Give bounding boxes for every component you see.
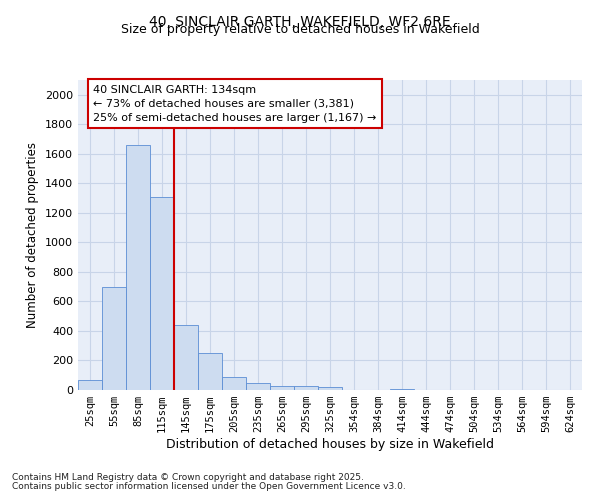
Text: 40, SINCLAIR GARTH, WAKEFIELD, WF2 6RE: 40, SINCLAIR GARTH, WAKEFIELD, WF2 6RE xyxy=(149,15,451,29)
Y-axis label: Number of detached properties: Number of detached properties xyxy=(26,142,40,328)
Text: Contains public sector information licensed under the Open Government Licence v3: Contains public sector information licen… xyxy=(12,482,406,491)
Bar xyxy=(294,386,318,390)
Bar xyxy=(246,382,270,390)
Bar xyxy=(174,325,198,390)
Bar xyxy=(222,376,246,390)
Bar xyxy=(318,387,342,390)
Text: Size of property relative to detached houses in Wakefield: Size of property relative to detached ho… xyxy=(121,22,479,36)
Bar xyxy=(102,286,126,390)
Bar xyxy=(78,380,102,390)
Bar xyxy=(198,353,222,390)
Text: Contains HM Land Registry data © Crown copyright and database right 2025.: Contains HM Land Registry data © Crown c… xyxy=(12,474,364,482)
Bar xyxy=(390,388,414,390)
Text: 40 SINCLAIR GARTH: 134sqm
← 73% of detached houses are smaller (3,381)
25% of se: 40 SINCLAIR GARTH: 134sqm ← 73% of detac… xyxy=(93,84,376,122)
Bar xyxy=(150,196,174,390)
X-axis label: Distribution of detached houses by size in Wakefield: Distribution of detached houses by size … xyxy=(166,438,494,451)
Bar xyxy=(126,145,150,390)
Bar xyxy=(270,386,294,390)
